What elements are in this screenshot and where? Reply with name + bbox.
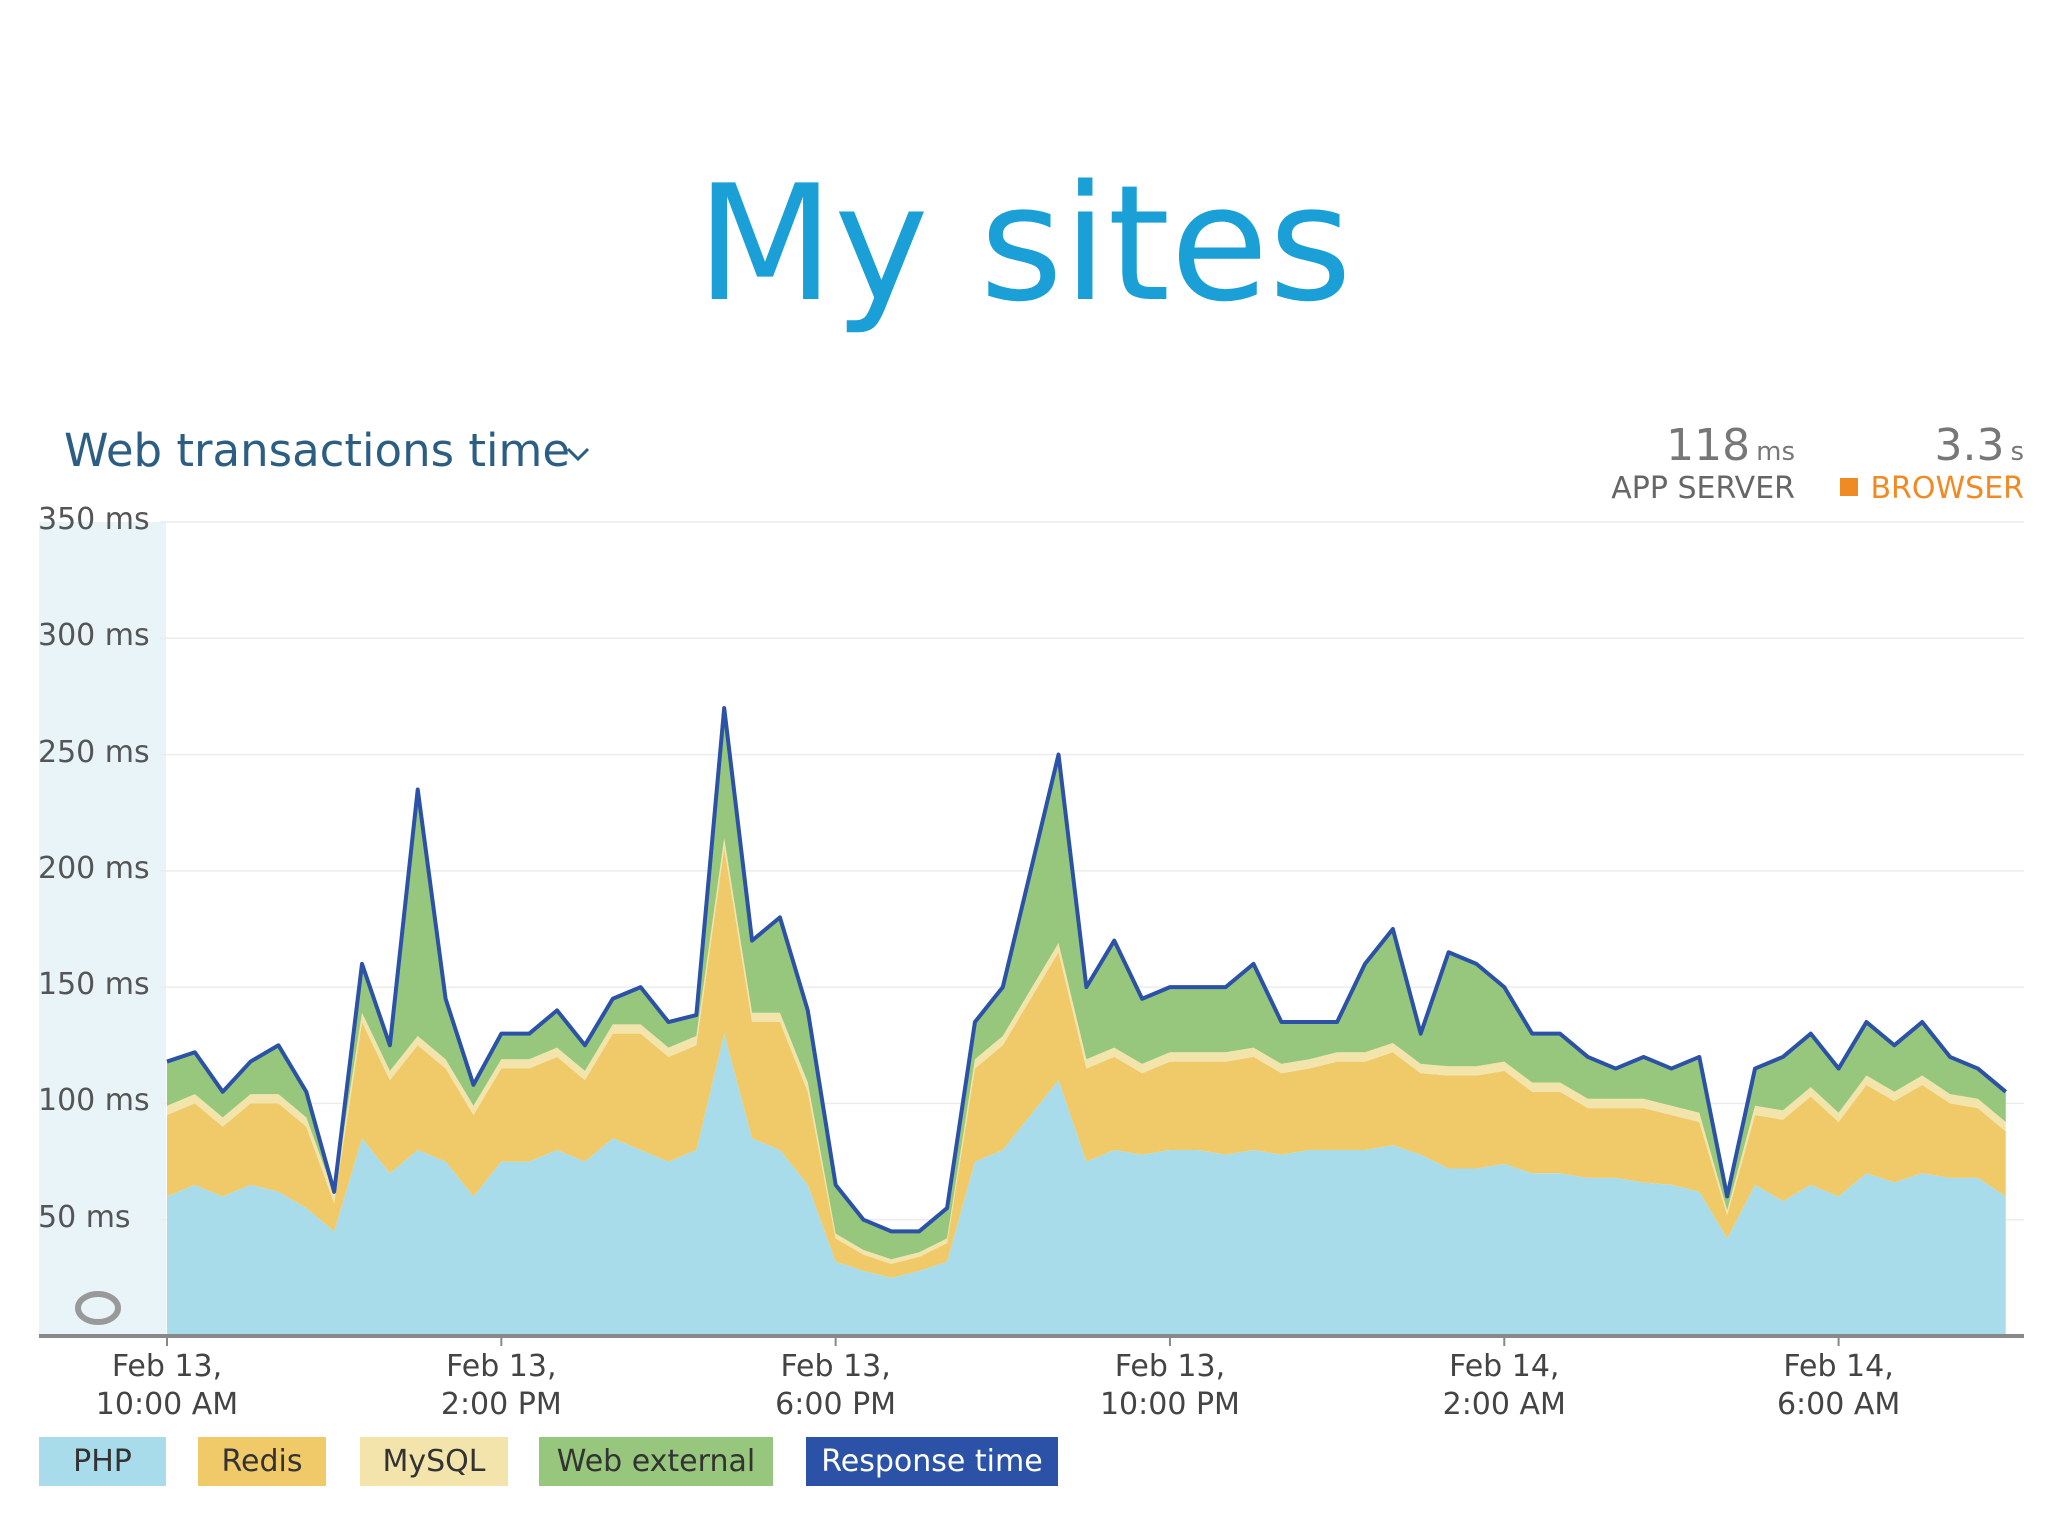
y-tick-label: 150 ms bbox=[38, 967, 150, 1003]
summary: 3.3 s BROWSER bbox=[1840, 420, 2024, 506]
x-tick-label: Feb 13, 10:00 PM bbox=[1099, 1349, 1240, 1422]
y-tick-label: 300 ms bbox=[38, 618, 150, 654]
summary-unit: ms bbox=[1756, 437, 1795, 467]
summary-value: 3.3 bbox=[1934, 420, 2005, 471]
eye-icon[interactable] bbox=[75, 1291, 121, 1325]
legend-item: Response time bbox=[806, 1437, 1058, 1486]
summary-label: BROWSER bbox=[1870, 471, 2024, 506]
preview-region bbox=[39, 522, 166, 1336]
area-1 bbox=[167, 847, 2006, 1278]
y-tick-label: 50 ms bbox=[38, 1199, 131, 1235]
summary-label: APP SERVER bbox=[1611, 471, 1795, 506]
dropdown-chevron[interactable] bbox=[566, 447, 590, 462]
x-tick-label: Feb 14, 2:00 AM bbox=[1442, 1349, 1566, 1422]
x-tick-label: Feb 13, 6:00 PM bbox=[775, 1349, 897, 1422]
y-tick-label: 100 ms bbox=[38, 1083, 150, 1119]
y-tick-label: 200 ms bbox=[38, 850, 150, 886]
summary-value-row: 118 ms bbox=[1611, 420, 1795, 471]
browser-swatch bbox=[1840, 478, 1859, 496]
legend-item: Web external bbox=[539, 1437, 773, 1486]
summary-label-row: BROWSER bbox=[1840, 471, 2024, 506]
legend-item: MySQL bbox=[360, 1437, 508, 1486]
summary-unit: s bbox=[2010, 437, 2024, 467]
summary-value-row: 3.3 s bbox=[1840, 420, 2024, 471]
summary: 118 ms APP SERVER bbox=[1611, 420, 1795, 506]
area-0 bbox=[167, 1033, 2006, 1336]
y-tick-label: 350 ms bbox=[38, 502, 150, 537]
summary-value: 118 bbox=[1666, 420, 1751, 471]
x-tick-label: Feb 13, 10:00 AM bbox=[95, 1349, 239, 1422]
slide-title: My sites bbox=[696, 150, 1352, 337]
summary-label-row: APP SERVER bbox=[1611, 471, 1795, 506]
x-tick-label: Feb 14, 6:00 AM bbox=[1776, 1349, 1901, 1422]
legend-item: PHP bbox=[39, 1437, 166, 1486]
y-tick-label: 250 ms bbox=[38, 734, 150, 770]
x-tick-label: Feb 13, 2:00 PM bbox=[440, 1349, 562, 1422]
chart-title[interactable]: Web transactions time bbox=[64, 424, 571, 477]
legend-item: Redis bbox=[198, 1437, 326, 1486]
response-line bbox=[166, 706, 2008, 1234]
